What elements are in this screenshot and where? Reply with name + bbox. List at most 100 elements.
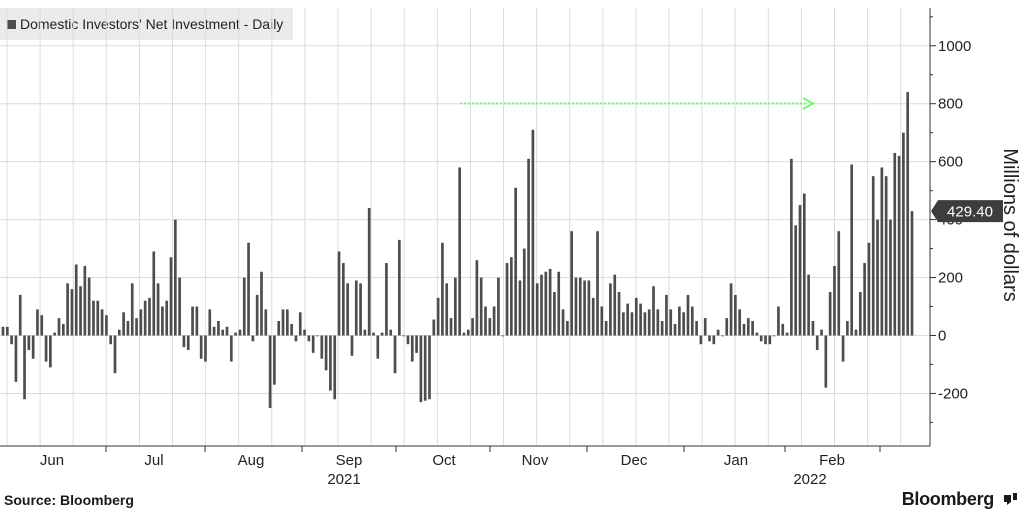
- data-bar: [117, 329, 121, 336]
- data-bar: [217, 321, 220, 336]
- x-tick-label: Feb: [819, 452, 845, 469]
- data-bar: [87, 277, 91, 336]
- last-value-callout: [931, 200, 1003, 223]
- data-bar: [415, 335, 418, 353]
- data-bar: [100, 309, 104, 336]
- data-bar: [126, 321, 130, 336]
- data-bar: [5, 326, 9, 336]
- data-bar: [712, 335, 716, 345]
- data-bar: [324, 335, 328, 371]
- data-bar: [165, 300, 169, 336]
- data-bar: [363, 329, 367, 336]
- data-bar: [204, 335, 207, 362]
- data-bar: [643, 312, 647, 336]
- y-tick-label: 0: [938, 328, 946, 345]
- data-bar: [798, 205, 802, 336]
- data-bar: [790, 158, 793, 336]
- data-bar: [251, 335, 255, 342]
- x-tick-label: Dec: [621, 452, 648, 469]
- data-bar: [290, 323, 293, 336]
- data-bar: [376, 335, 380, 359]
- data-bar: [286, 309, 289, 336]
- data-bar: [686, 294, 690, 336]
- data-bar: [824, 335, 828, 388]
- data-bar: [10, 335, 13, 345]
- data-bar: [445, 283, 449, 336]
- data-bar: [622, 312, 625, 336]
- data-bar: [402, 335, 405, 337]
- data-bar: [195, 306, 199, 336]
- data-bar: [320, 335, 324, 359]
- x-year-label: 2022: [793, 471, 826, 488]
- data-bar: [630, 312, 634, 336]
- data-bar: [742, 323, 746, 336]
- data-bar: [96, 300, 100, 336]
- data-bar: [333, 335, 337, 400]
- data-bar: [238, 329, 242, 336]
- data-bar: [156, 283, 160, 336]
- x-year-label: 2021: [327, 471, 360, 488]
- data-bar: [682, 312, 686, 336]
- annotation-arrow-head: [802, 97, 816, 110]
- x-tick-label: Sep: [336, 452, 363, 469]
- data-bar: [83, 265, 87, 336]
- data-bar: [260, 271, 263, 336]
- data-bar: [833, 265, 836, 336]
- data-bar: [44, 335, 48, 362]
- data-bar: [466, 329, 470, 336]
- data-bar: [105, 315, 108, 336]
- data-bar: [777, 306, 780, 336]
- data-bar: [143, 300, 147, 336]
- data-bar: [393, 335, 397, 374]
- y-tick-label: 600: [938, 154, 963, 171]
- data-bar: [135, 318, 138, 336]
- data-bar: [540, 274, 543, 336]
- data-bar: [225, 326, 229, 336]
- data-bar: [66, 283, 69, 336]
- data-bar: [316, 335, 319, 337]
- data-bar: [673, 323, 677, 336]
- data-bar: [510, 257, 513, 336]
- data-bar: [505, 263, 509, 336]
- data-bar: [785, 332, 789, 336]
- data-bar: [734, 294, 737, 336]
- data-bar: [600, 306, 604, 336]
- x-tick-label: Jun: [40, 452, 64, 469]
- x-tick-label: Jul: [144, 452, 163, 469]
- data-bar: [264, 309, 268, 336]
- data-bar: [385, 263, 388, 336]
- data-bar: [298, 312, 302, 336]
- data-bar: [441, 242, 444, 336]
- data-bar: [764, 335, 767, 345]
- data-bar: [695, 321, 698, 336]
- data-bar: [802, 193, 806, 336]
- y-tick-label: 200: [938, 270, 963, 287]
- data-bar: [234, 332, 237, 336]
- data-bar: [423, 335, 427, 401]
- data-bar: [557, 271, 561, 336]
- data-bar: [74, 264, 78, 336]
- data-bar: [794, 225, 798, 336]
- data-bar: [458, 167, 461, 336]
- data-bar: [14, 335, 18, 382]
- data-bar: [268, 335, 272, 408]
- y-axis-label: Millions of dollars: [999, 148, 1021, 301]
- data-bar: [410, 335, 414, 362]
- data-bar: [191, 306, 194, 336]
- data-bar: [497, 277, 500, 336]
- data-bar: [548, 268, 552, 336]
- data-bar: [113, 335, 117, 374]
- data-bar: [880, 167, 884, 336]
- data-bar: [57, 318, 61, 336]
- last-value-label: 429.40: [947, 204, 993, 221]
- data-bar: [389, 329, 393, 336]
- data-bar: [841, 335, 845, 362]
- data-bar: [604, 321, 608, 336]
- data-bar: [574, 277, 578, 336]
- data-bar: [656, 309, 660, 336]
- data-bar: [61, 323, 65, 336]
- data-bar: [109, 335, 113, 345]
- data-bar: [665, 294, 668, 336]
- data-bar: [372, 332, 375, 336]
- data-bar: [92, 300, 95, 336]
